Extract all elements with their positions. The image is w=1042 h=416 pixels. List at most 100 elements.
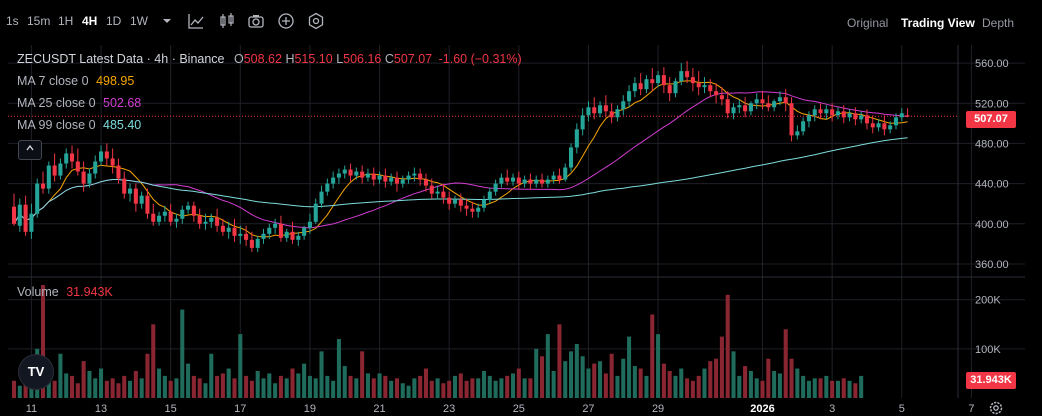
candle[interactable] (731, 103, 736, 120)
candle[interactable] (400, 175, 405, 188)
candle[interactable] (429, 178, 434, 199)
candle[interactable] (470, 201, 475, 218)
candle[interactable] (23, 195, 28, 236)
candle[interactable] (574, 123, 579, 154)
candle[interactable] (406, 171, 411, 184)
symbol-title[interactable]: ZECUSDT Latest Data · 4h · Binance (17, 52, 225, 66)
candle[interactable] (35, 178, 40, 218)
candle[interactable] (627, 85, 632, 108)
candle[interactable] (598, 101, 603, 118)
candle[interactable] (342, 165, 347, 179)
candle[interactable] (789, 97, 794, 142)
candle[interactable] (487, 187, 492, 204)
candle[interactable] (499, 173, 504, 188)
candle[interactable] (209, 213, 214, 228)
candle[interactable] (702, 77, 707, 94)
tradingview-logo[interactable]: TV (18, 354, 54, 390)
candle[interactable] (835, 107, 840, 120)
candle[interactable] (754, 93, 759, 110)
candle[interactable] (806, 111, 811, 128)
candle[interactable] (510, 173, 516, 186)
candle[interactable] (354, 167, 359, 180)
candle[interactable] (888, 121, 893, 134)
candle[interactable] (777, 91, 782, 106)
interval-1w[interactable]: 1W (130, 14, 148, 28)
candle[interactable] (534, 175, 539, 188)
candle[interactable] (603, 95, 608, 118)
candle[interactable] (151, 203, 156, 226)
candle[interactable] (267, 223, 272, 239)
candle[interactable] (899, 108, 904, 122)
candle[interactable] (389, 173, 394, 186)
candle[interactable] (99, 145, 104, 166)
candle[interactable] (719, 87, 724, 106)
candle[interactable] (766, 95, 771, 112)
tab-original[interactable]: Original (847, 16, 889, 30)
candle[interactable] (893, 113, 899, 130)
candle[interactable] (870, 115, 875, 134)
candle[interactable] (296, 231, 301, 246)
candle[interactable] (522, 175, 527, 188)
candle[interactable] (244, 225, 249, 246)
candle[interactable] (52, 153, 57, 182)
candle[interactable] (87, 168, 92, 188)
candle[interactable] (661, 67, 666, 94)
candle[interactable] (464, 198, 469, 216)
candle[interactable] (17, 198, 22, 232)
candle[interactable] (679, 63, 684, 86)
line-chart-icon[interactable] (187, 12, 205, 30)
candle[interactable] (783, 89, 788, 112)
candle[interactable] (273, 218, 278, 234)
candle[interactable] (162, 205, 167, 222)
ma7-legend[interactable]: MA 7 close 0 498.95 (17, 74, 134, 88)
candle[interactable] (644, 75, 649, 94)
candle[interactable] (226, 221, 231, 239)
candle[interactable] (128, 183, 133, 202)
candle[interactable] (447, 191, 452, 210)
candle[interactable] (905, 108, 910, 118)
candle[interactable] (551, 171, 556, 184)
candle[interactable] (69, 145, 75, 169)
candle[interactable] (348, 163, 353, 182)
candle[interactable] (714, 83, 719, 104)
candle[interactable] (557, 168, 562, 184)
candle[interactable] (331, 171, 336, 189)
settings-icon[interactable] (307, 12, 325, 30)
candle[interactable] (58, 158, 63, 180)
candle[interactable] (336, 168, 341, 184)
add-indicator-icon[interactable] (277, 12, 295, 30)
candle[interactable] (81, 161, 86, 192)
candle[interactable] (174, 213, 179, 228)
candle[interactable] (290, 221, 295, 244)
candles-icon[interactable] (218, 12, 236, 30)
candle[interactable] (505, 169, 510, 186)
candle[interactable] (737, 99, 742, 114)
candle[interactable] (75, 148, 80, 176)
candle[interactable] (215, 208, 220, 232)
candle[interactable] (29, 203, 34, 239)
candle[interactable] (441, 183, 446, 204)
candle[interactable] (876, 119, 881, 132)
candle[interactable] (516, 171, 521, 190)
candle[interactable] (569, 143, 574, 172)
candle[interactable] (458, 193, 463, 212)
candle[interactable] (238, 225, 243, 244)
candle[interactable] (197, 208, 202, 229)
candle[interactable] (708, 79, 713, 98)
candle[interactable] (435, 185, 440, 200)
interval-1h[interactable]: 1H (58, 14, 74, 28)
candle[interactable] (261, 228, 266, 244)
candle[interactable] (412, 167, 417, 182)
candle[interactable] (168, 203, 173, 226)
candle[interactable] (830, 103, 835, 122)
candle[interactable] (232, 218, 237, 242)
candle[interactable] (302, 225, 307, 240)
candle[interactable] (539, 173, 545, 188)
candle[interactable] (360, 165, 365, 184)
candle[interactable] (882, 115, 887, 136)
candle[interactable] (859, 111, 864, 124)
candle[interactable] (145, 188, 150, 219)
candle[interactable] (621, 95, 626, 116)
candle[interactable] (423, 173, 429, 192)
candle[interactable] (609, 103, 614, 124)
